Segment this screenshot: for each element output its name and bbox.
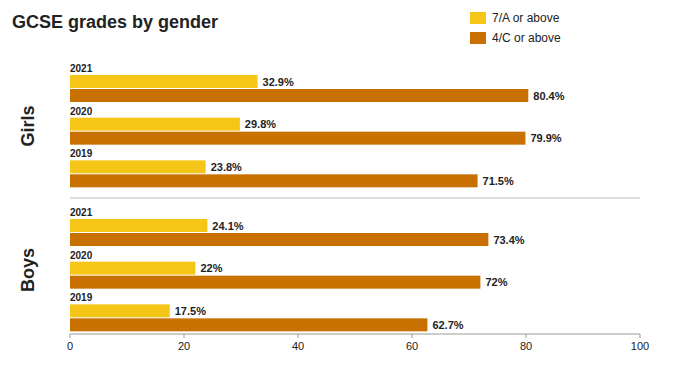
bar	[70, 233, 488, 246]
data-label: 17.5%	[175, 305, 206, 317]
bar	[70, 318, 427, 331]
data-label: 24.1%	[212, 220, 243, 232]
axis-label: Girls	[18, 105, 38, 146]
chart: GCSE grades by gender 7/A or above 4/C or …	[0, 0, 684, 385]
category-label: 2021	[70, 207, 93, 218]
bar	[70, 276, 480, 289]
category-label: 2021	[70, 63, 93, 74]
legend-swatch	[470, 12, 486, 24]
title: GCSE grades by gender	[12, 12, 218, 32]
bar	[70, 262, 195, 275]
bars	[70, 219, 488, 331]
category-label: 2019	[70, 148, 93, 159]
category-label: 2019	[70, 292, 93, 303]
bar	[70, 174, 478, 187]
category-label: 2020	[70, 250, 93, 261]
legend-label: 4/C or above	[492, 31, 561, 45]
tick-label: 40	[292, 340, 304, 352]
data-label: 79.9%	[530, 132, 561, 144]
category-label: 2020	[70, 106, 93, 117]
legend-label: 7/A or above	[492, 11, 560, 25]
bar	[70, 132, 525, 145]
x-axis: 0 20 40 60 80 100	[67, 334, 649, 352]
bar	[70, 75, 258, 88]
data-label: 62.7%	[432, 319, 463, 331]
data-label: 73.4%	[493, 234, 524, 246]
axis-label: Boys	[18, 248, 38, 292]
bar	[70, 118, 240, 131]
separator	[70, 198, 640, 199]
labels: 2021 24.1% 73.4% 2020 22% 72% 2019 17.5% 62.7%	[70, 207, 525, 331]
tick-label: 80	[520, 340, 532, 352]
bar	[70, 89, 528, 102]
bar	[70, 160, 206, 173]
tick	[70, 334, 71, 338]
legend-entry: 4/C or above	[470, 31, 561, 45]
tick-label: 20	[178, 340, 190, 352]
tick	[298, 334, 299, 338]
tick-label: 0	[67, 340, 73, 352]
bar	[70, 219, 207, 232]
tick-label: 100	[631, 340, 649, 352]
tick	[640, 334, 641, 338]
tick	[184, 334, 185, 338]
data-label: 22%	[200, 262, 222, 274]
legend-swatch	[470, 32, 486, 44]
labels: 2021 32.9% 80.4% 2020 29.8% 79.9% 2019 23.8% 71.…	[70, 63, 565, 187]
legend-entry: 7/A or above	[470, 11, 560, 25]
tick	[526, 334, 527, 338]
data-label: 23.8%	[211, 161, 242, 173]
data-label: 72%	[485, 276, 507, 288]
data-label: 29.8%	[245, 118, 276, 130]
data-label: 80.4%	[533, 90, 564, 102]
data-label: 71.5%	[483, 175, 514, 187]
panel: Boys 2021 24.1% 73.4% 2020 22% 72% 2019 17.5% 62.…	[18, 207, 649, 352]
bar	[70, 304, 170, 317]
axis-line	[70, 334, 640, 335]
tick-label: 60	[406, 340, 418, 352]
bars	[70, 75, 528, 187]
data-label: 32.9%	[263, 76, 294, 88]
panel: Girls 2021 32.9% 80.4% 2020 29.8% 79.9% 2019 23.…	[18, 63, 565, 187]
tick	[412, 334, 413, 338]
